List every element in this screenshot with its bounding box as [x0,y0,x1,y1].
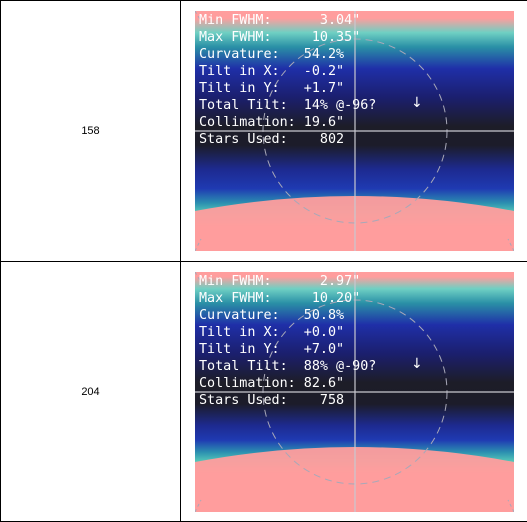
image-number-cell: 158 [0,0,181,262]
collimation: Collimation: 82.6" [199,376,345,391]
fwhm-heatmap [195,272,514,512]
aberration-map: Min FWHM: 2.97" Max FWHM: 10.20" Curvature… [195,272,514,512]
max-fwhm: Max FWHM: 10.20" [199,291,361,306]
curvature: Curvature: 50.8% [199,308,345,323]
down-arrow-icon: ↓ [411,95,423,111]
stats-overlay: Min FWHM: 2.97" Max FWHM: 10.20" Curvature… [199,273,376,409]
tilt-x: Tilt in X: -0.2" [199,64,345,79]
min-fwhm: Min FWHM: 3.04" [199,13,361,28]
collimation: Collimation: 19.6" [199,115,345,130]
tilt-x: Tilt in X: +0.0" [199,325,345,340]
image-number-cell: 204 [0,261,181,522]
stars-used: Stars Used: 758 [199,393,345,408]
table-row: 204 [0,261,527,522]
max-fwhm: Max FWHM: 10.35" [199,30,361,45]
min-fwhm: Min FWHM: 2.97" [199,274,361,289]
fwhm-heatmap [195,11,514,251]
tilt-y: Tilt in Y: +1.7" [199,81,345,96]
stats-overlay: Min FWHM: 3.04" Max FWHM: 10.35" Curvature… [199,12,376,148]
stars-used: Stars Used: 802 [199,132,345,147]
down-arrow-icon: ↓ [411,356,423,372]
aberration-map-cell: Min FWHM: 2.97" Max FWHM: 10.20" Curvature… [180,261,527,522]
table-row: 158 [0,0,527,262]
total-tilt: Total Tilt: 88% @-90? [199,359,377,374]
tilt-y: Tilt in Y: +7.0" [199,342,345,357]
curvature: Curvature: 54.2% [199,47,345,62]
aberration-map-cell: Min FWHM: 3.04" Max FWHM: 10.35" Curvature… [180,0,527,262]
total-tilt: Total Tilt: 14% @-96? [199,98,377,113]
aberration-map: Min FWHM: 3.04" Max FWHM: 10.35" Curvature… [195,11,514,251]
